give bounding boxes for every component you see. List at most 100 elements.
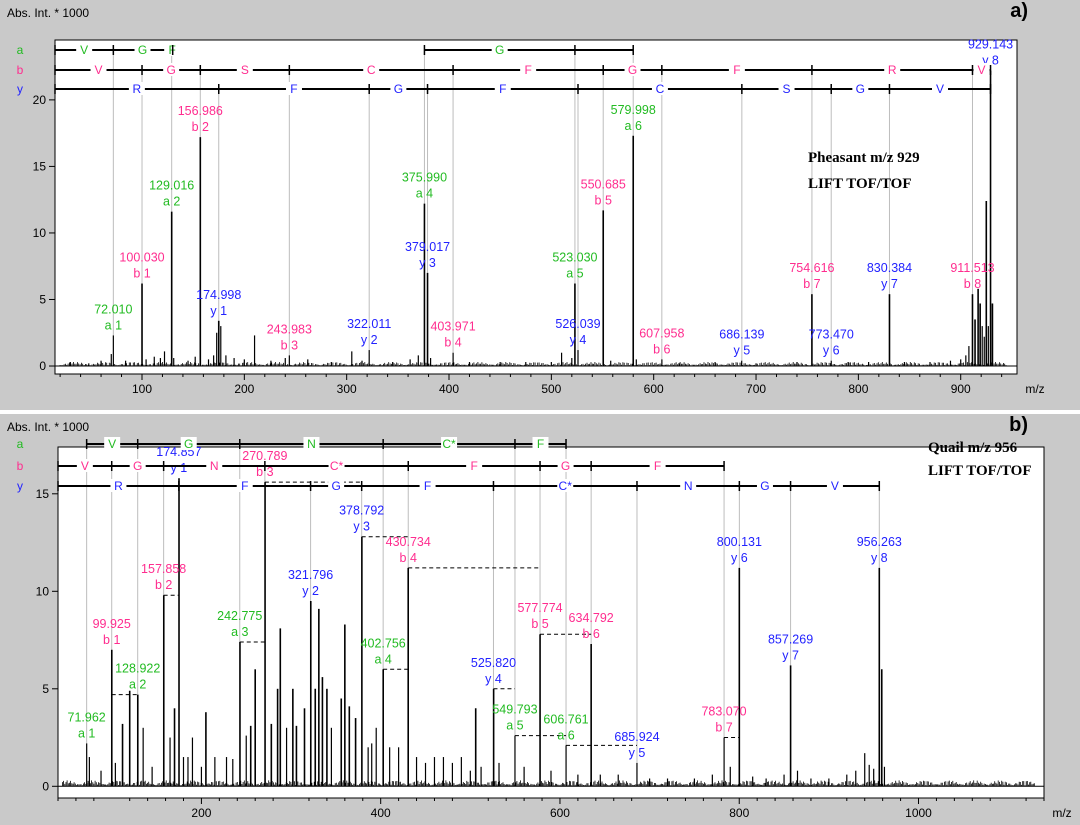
peak-ion-label: b 7 xyxy=(715,721,732,735)
residue-label-bg xyxy=(236,63,253,76)
spectrum-annotation: LIFT TOF/TOF xyxy=(808,176,912,192)
panel-label: b) xyxy=(1009,414,1028,436)
peak-mz-label: 129.016 xyxy=(149,179,194,193)
peak-ion-label: a 3 xyxy=(231,625,248,639)
residue-label: C* xyxy=(442,437,456,451)
peak-ion-label: y 1 xyxy=(171,461,188,475)
x-tick-label: 400 xyxy=(371,806,391,820)
residue-label: N xyxy=(307,437,316,451)
ion-series-row-label: a xyxy=(17,437,24,451)
residue-label: V xyxy=(831,479,839,493)
peak-ion-label: b 5 xyxy=(595,193,612,207)
peak-mz-label: 402.756 xyxy=(361,636,406,650)
spectrum-annotation: Pheasant m/z 929 xyxy=(808,150,920,166)
spectrum-annotation: Quail m/z 956 xyxy=(928,440,1018,456)
peak-ion-label: y 3 xyxy=(419,256,436,270)
spectrum-panel-b: Abs. Int. * 1000 b) 71.962 a 1 99.925 b 1 12… xyxy=(0,414,1080,825)
residue-label-bg xyxy=(494,82,511,95)
ion-series-row-label: b xyxy=(17,63,24,77)
peak-mz-label: 430.734 xyxy=(386,535,431,549)
residue-label: G xyxy=(856,82,865,96)
residue-label: F xyxy=(470,459,477,473)
x-tick-label: 200 xyxy=(234,382,254,396)
peak-ion-label: a 6 xyxy=(625,119,642,133)
ion-series-row-label: a xyxy=(17,43,24,57)
y-tick-label: 20 xyxy=(33,93,47,107)
x-tick-label: 800 xyxy=(848,382,868,396)
peak-mz-label: 956.263 xyxy=(857,535,902,549)
residue-label-bg xyxy=(932,82,949,95)
peak-mz-label: 322.011 xyxy=(347,317,391,331)
residue-label-bg xyxy=(680,479,697,492)
peak-mz-label: 243.983 xyxy=(267,322,312,336)
residue-label-bg xyxy=(491,43,508,56)
residue-label-bg xyxy=(651,82,668,95)
peak-ion-label: b 5 xyxy=(531,617,548,631)
residue-label-bg xyxy=(303,437,320,450)
peak-ion-label: b 1 xyxy=(133,267,150,281)
residue-label-bg xyxy=(328,479,345,492)
residue-label-bg xyxy=(649,459,666,472)
peak-mz-label: 800.131 xyxy=(717,535,762,549)
peak-ion-label: b 6 xyxy=(653,342,670,356)
residue-label-bg xyxy=(163,63,180,76)
residue-label: V xyxy=(81,459,89,473)
peak-mz-label: 830.384 xyxy=(867,261,912,275)
peak-mz-label: 72.010 xyxy=(94,302,132,316)
plot-area xyxy=(54,39,1018,375)
panel-label: a) xyxy=(1010,0,1028,22)
residue-label: F xyxy=(537,437,544,451)
residue-label: C* xyxy=(559,479,573,493)
peak-ion-label: a 1 xyxy=(78,726,95,740)
peak-mz-label: 526.039 xyxy=(555,317,600,331)
peak-mz-label: 375.990 xyxy=(402,171,447,185)
y-tick-label: 10 xyxy=(36,584,50,598)
ion-series-row-label: y xyxy=(17,479,23,493)
residue-label: V xyxy=(95,63,103,77)
residue-label-bg xyxy=(728,63,745,76)
residue-label: G xyxy=(166,63,175,77)
y-tick-label: 15 xyxy=(36,487,50,501)
residue-label: C* xyxy=(330,459,344,473)
residue-label-bg xyxy=(285,82,302,95)
peak-ion-label: y 7 xyxy=(881,277,898,291)
peak-ion-label: a 2 xyxy=(129,678,146,692)
residue-label-bg xyxy=(973,63,990,76)
y-tick-label: 15 xyxy=(33,159,47,173)
y-tick-label: 5 xyxy=(42,682,49,696)
residue-label: G xyxy=(760,479,769,493)
peak-ion-label: y 8 xyxy=(871,551,888,565)
x-tick-label: 800 xyxy=(729,806,749,820)
residue-label-bg xyxy=(520,63,537,76)
y-axis-label: Abs. Int. * 1000 xyxy=(7,6,90,20)
x-tick-label: 200 xyxy=(191,806,211,820)
peak-mz-label: 773.470 xyxy=(809,328,854,342)
peak-mz-label: 579.998 xyxy=(611,103,656,117)
residue-label-bg xyxy=(76,459,93,472)
residue-label: V xyxy=(978,63,986,77)
peak-ion-label: y 2 xyxy=(302,584,319,598)
peak-mz-label: 378.792 xyxy=(339,504,384,518)
residue-label-bg xyxy=(363,63,380,76)
peak-mz-label: 270.789 xyxy=(242,449,287,463)
residue-label: S xyxy=(783,82,791,96)
residue-label-bg xyxy=(466,459,483,472)
ion-series-row-label: y xyxy=(17,82,23,96)
x-tick-label: 1000 xyxy=(905,806,932,820)
residue-label: V xyxy=(936,82,944,96)
x-tick-label: 900 xyxy=(951,382,971,396)
peak-ion-label: b 7 xyxy=(803,277,820,291)
residue-label: F xyxy=(654,459,661,473)
peak-ion-label: a 5 xyxy=(566,267,583,281)
peak-mz-label: 379.017 xyxy=(405,240,450,254)
peak-mz-label: 685.924 xyxy=(614,730,659,744)
spectrum-annotation: LIFT TOF/TOF xyxy=(928,463,1032,479)
peak-ion-label: b 6 xyxy=(582,627,599,641)
residue-label: G xyxy=(138,43,147,57)
peak-mz-label: 634.792 xyxy=(569,611,614,625)
x-tick-label: 400 xyxy=(439,382,459,396)
residue-label: R xyxy=(888,63,897,77)
peak-ion-label: y 2 xyxy=(361,333,378,347)
residue-label-bg xyxy=(557,459,574,472)
spectrum-panel-a: Abs. Int. * 1000 a) 72.010 a 1 100.030 b 1 1… xyxy=(0,0,1080,410)
